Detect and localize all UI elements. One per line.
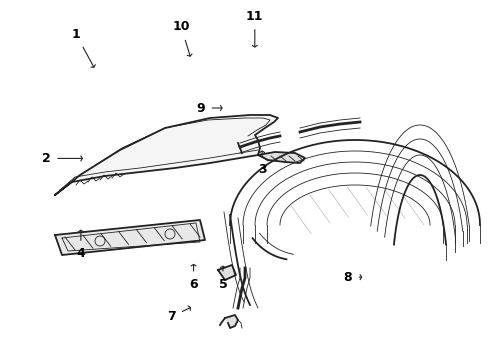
Text: 5: 5 (219, 266, 227, 291)
Text: 7: 7 (167, 306, 191, 323)
Polygon shape (55, 220, 205, 255)
Text: 3: 3 (258, 151, 267, 176)
Text: 11: 11 (246, 10, 264, 47)
Text: 6: 6 (189, 265, 198, 291)
Polygon shape (225, 315, 238, 328)
Polygon shape (55, 115, 278, 195)
Text: 1: 1 (72, 28, 96, 67)
Text: 4: 4 (76, 230, 85, 260)
Text: 10: 10 (172, 21, 192, 56)
Text: 9: 9 (196, 102, 222, 114)
Polygon shape (218, 265, 236, 280)
Text: 2: 2 (42, 152, 82, 165)
Text: 8: 8 (343, 271, 362, 284)
Polygon shape (258, 152, 305, 163)
